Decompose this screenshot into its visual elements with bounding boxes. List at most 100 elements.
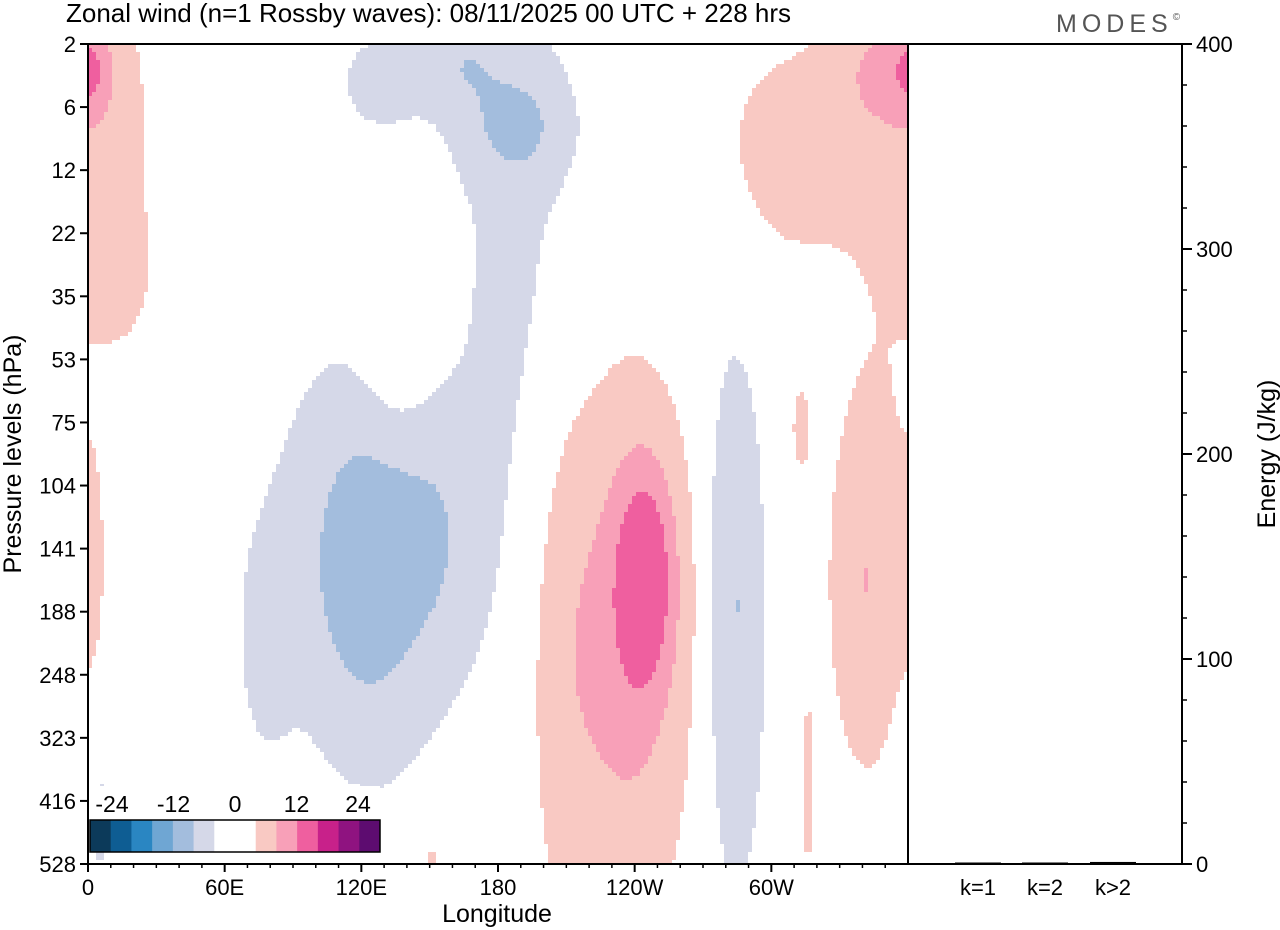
wind-cell: [540, 760, 604, 764]
wind-cell: [712, 696, 764, 700]
wind-cell: [476, 252, 540, 256]
wind-cell: [452, 160, 572, 164]
wind-cell: [448, 148, 496, 152]
wind-cell: [400, 660, 476, 664]
wind-cell: [244, 588, 320, 592]
wind-cell: [88, 292, 144, 296]
wind-cell: [244, 652, 340, 656]
wind-cell: [728, 364, 744, 368]
pressure-tick-label: 141: [39, 537, 76, 562]
pressure-tick-label: 12: [52, 158, 76, 183]
wind-cell: [540, 108, 576, 112]
colorbar-swatch: [110, 820, 132, 852]
wind-cell: [264, 504, 328, 508]
wind-cell: [712, 680, 764, 684]
wind-cell: [88, 576, 104, 580]
pressure-tick-label: 53: [52, 347, 76, 372]
wind-cell: [544, 572, 584, 576]
wind-cell: [572, 420, 680, 424]
wind-cell: [804, 728, 812, 732]
wind-cell: [664, 544, 676, 548]
wind-cell: [484, 128, 544, 132]
wind-cell: [456, 168, 568, 172]
wind-cell: [536, 732, 588, 736]
wind-cell: [716, 424, 756, 428]
wind-cell: [840, 696, 896, 700]
wind-cell: [320, 568, 444, 572]
wind-cell: [832, 508, 908, 512]
wind-cell: [88, 488, 100, 492]
wind-cell: [448, 532, 504, 536]
wind-cell: [728, 360, 740, 364]
wind-cell: [312, 740, 428, 744]
wind-cell: [284, 440, 512, 444]
wind-cell: [716, 464, 760, 468]
wind-cell: [88, 596, 100, 600]
wind-cell: [464, 64, 480, 68]
longitude-tick-label: 120W: [606, 875, 664, 900]
wind-cell: [336, 476, 420, 480]
wind-cell: [676, 524, 692, 528]
wind-cell: [472, 312, 532, 316]
wind-cell: [668, 600, 680, 604]
wind-cell: [488, 72, 568, 76]
wind-cell: [868, 108, 908, 112]
wind-cell: [288, 432, 512, 436]
wind-cell: [868, 588, 908, 592]
wind-cell: [676, 652, 692, 656]
wind-cell: [804, 48, 868, 52]
wind-cell: [480, 100, 536, 104]
wind-cell: [712, 608, 736, 612]
wind-cell: [712, 616, 764, 620]
wind-cell: [716, 452, 760, 456]
wind-cell: [88, 492, 100, 496]
wind-cell: [88, 96, 112, 100]
wind-cell: [320, 548, 448, 552]
wind-cell: [88, 476, 100, 480]
wind-cell: [844, 732, 888, 736]
wind-cell: [328, 500, 444, 504]
wind-cell: [88, 136, 144, 140]
wind-cell: [712, 720, 764, 724]
wind-cell: [372, 456, 512, 460]
wind-cell: [752, 192, 908, 196]
wind-cell: [772, 68, 860, 72]
wind-cell: [832, 640, 908, 644]
wind-cell: [804, 808, 812, 812]
wind-cell: [804, 756, 812, 760]
pressure-tick-label: 323: [39, 726, 76, 751]
wind-cell: [664, 620, 676, 624]
wind-cell: [680, 604, 696, 608]
wind-cell: [264, 500, 328, 504]
wind-cell: [804, 732, 812, 736]
wind-cell: [584, 716, 664, 720]
wind-cell: [472, 216, 548, 220]
wind-cell: [644, 764, 688, 768]
wind-cell: [668, 696, 692, 700]
wind-cell: [112, 80, 140, 84]
wind-cell: [852, 748, 880, 752]
wind-cell: [856, 376, 892, 380]
wind-cell: [112, 60, 140, 64]
energy-bar: [1090, 861, 1136, 864]
wind-cell: [800, 392, 804, 396]
wind-cell: [672, 668, 692, 672]
wind-cell: [656, 740, 688, 744]
wind-cell: [248, 688, 460, 692]
wind-cell: [292, 424, 516, 428]
longitude-tick-label: 120E: [336, 875, 387, 900]
wind-cell: [88, 112, 104, 116]
wind-cell: [336, 480, 428, 484]
wind-cell: [536, 684, 576, 688]
wind-cell: [656, 500, 672, 504]
wind-cell: [796, 440, 808, 444]
wind-cell: [468, 336, 528, 340]
wind-cell: [748, 100, 864, 104]
wind-cell: [612, 600, 668, 604]
wind-cell: [828, 584, 864, 588]
wind-cell: [804, 796, 812, 800]
wind-cell: [440, 496, 508, 500]
wind-cell: [312, 736, 432, 740]
wind-cell: [636, 492, 648, 496]
